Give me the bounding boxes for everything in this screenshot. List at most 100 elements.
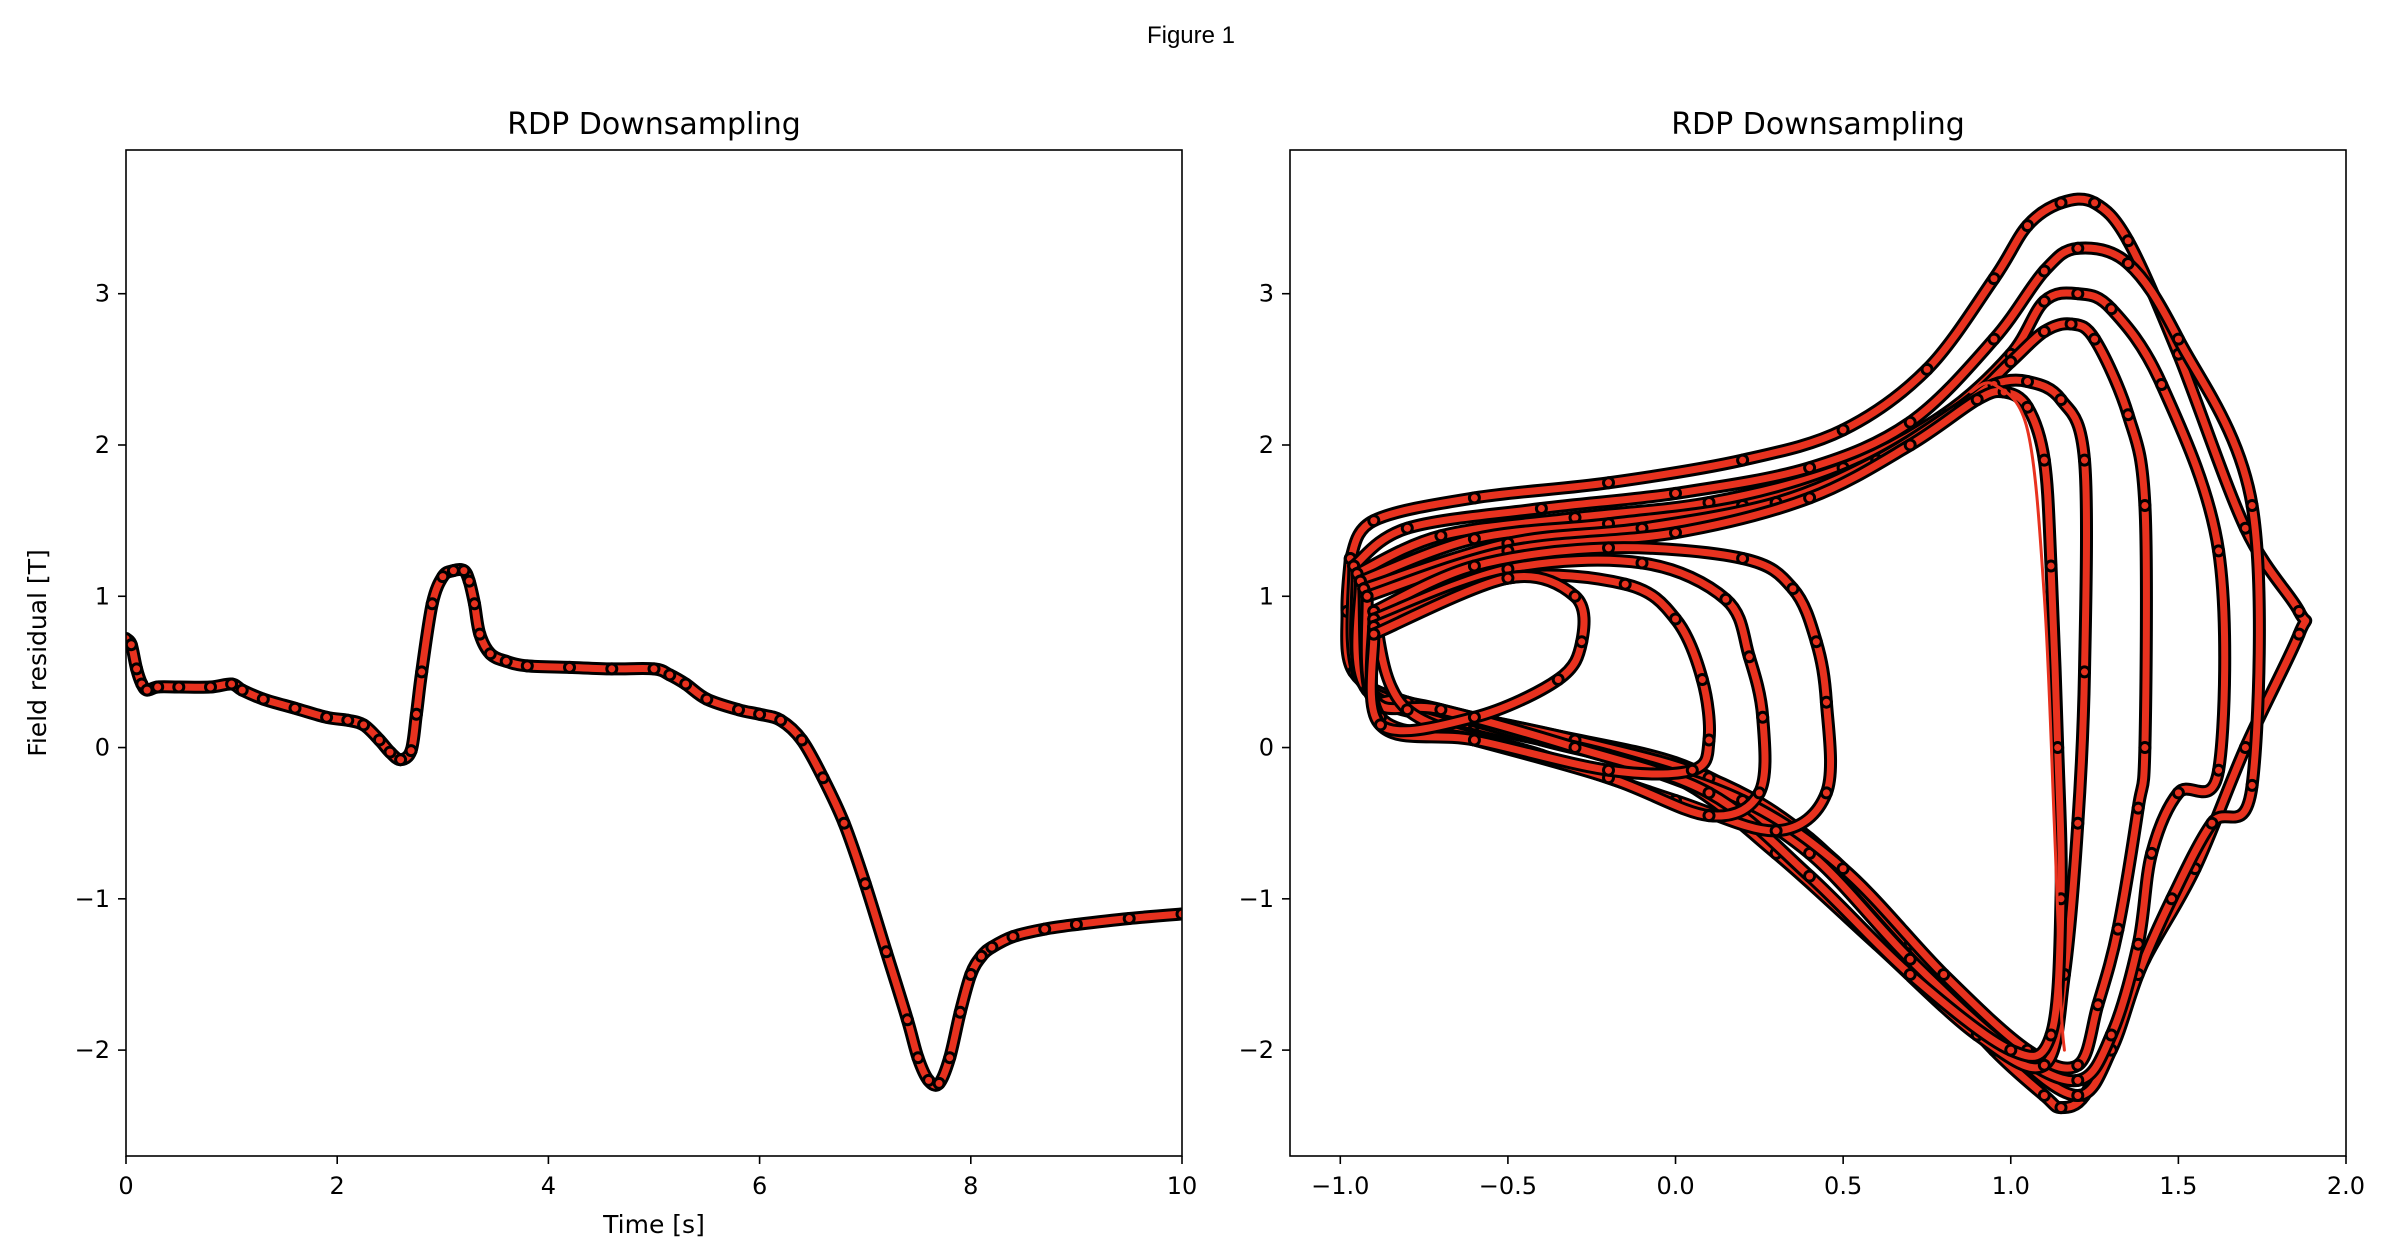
data-point-core xyxy=(2067,320,2075,328)
data-point-core xyxy=(1638,559,1646,567)
data-point-core xyxy=(2124,411,2132,419)
data-point-core xyxy=(1470,494,1478,502)
data-point-core xyxy=(412,710,420,718)
y-tick-label: 3 xyxy=(95,280,110,308)
data-point-core xyxy=(407,747,415,755)
plot-area xyxy=(126,563,1182,1092)
data-point-core xyxy=(1772,827,1780,835)
data-point-core xyxy=(1722,595,1730,603)
x-tick-label: 2.0 xyxy=(2327,1172,2365,1200)
data-point-core xyxy=(2295,607,2303,615)
left-subplot-time-series: 0 2 4 6 8 10 −2 −1 0 1 2 3 RDP Downsampling Time [s] F… xyxy=(23,107,1197,1239)
data-point-core xyxy=(291,704,299,712)
data-point-core xyxy=(2134,940,2142,948)
data-point-core xyxy=(2148,849,2156,857)
data-point-core xyxy=(903,1016,911,1024)
data-point-core xyxy=(1906,955,1914,963)
data-point-core xyxy=(143,686,151,694)
data-point-core xyxy=(1571,592,1579,600)
data-point-core xyxy=(1041,925,1049,933)
data-point-core xyxy=(946,1054,954,1062)
data-point-core xyxy=(1571,514,1579,522)
data-point-core xyxy=(2074,290,2082,298)
data-point-core xyxy=(2215,766,2223,774)
data-point-core xyxy=(925,1076,933,1084)
data-point-core xyxy=(1370,517,1378,525)
data-point-core xyxy=(1940,971,1948,978)
data-point-core xyxy=(840,819,848,827)
data-point-core xyxy=(460,567,468,575)
data-point-core xyxy=(344,716,352,724)
data-point-core xyxy=(486,650,494,658)
data-point-core xyxy=(2091,335,2099,343)
data-point-core xyxy=(2074,819,2082,827)
data-point-core xyxy=(375,736,383,744)
data-point-core xyxy=(1554,676,1562,683)
data-point-core xyxy=(2047,1031,2055,1039)
data-point-core xyxy=(2007,358,2015,366)
data-point-core xyxy=(1990,275,1998,283)
data-point-core xyxy=(1470,736,1478,744)
y-tick-label: −1 xyxy=(75,885,110,913)
data-point-core xyxy=(1789,585,1797,593)
axes-frame xyxy=(1289,149,2347,1157)
data-point-core xyxy=(1072,921,1080,928)
data-point-core xyxy=(1403,524,1411,532)
data-point-core xyxy=(2040,267,2048,275)
data-point-core xyxy=(2141,744,2149,751)
data-point-core xyxy=(1705,789,1713,797)
data-point-core xyxy=(2024,378,2031,385)
y-tick-label: 2 xyxy=(95,431,110,459)
data-point-core xyxy=(1638,524,1646,532)
data-point-core xyxy=(1806,494,1814,502)
data-point-core xyxy=(1822,698,1830,706)
data-point-core xyxy=(1839,865,1847,873)
data-point-core xyxy=(1759,713,1767,721)
data-point-core xyxy=(2174,789,2182,797)
data-point-core xyxy=(1806,849,1814,857)
data-point-core xyxy=(2024,403,2031,411)
data-point-core xyxy=(2040,1092,2048,1099)
data-point-core xyxy=(175,683,183,691)
data-point-core xyxy=(259,695,267,703)
data-point-core xyxy=(471,600,478,608)
data-point-core xyxy=(2024,222,2031,230)
data-point-core xyxy=(735,706,742,714)
data-point-core xyxy=(1178,910,1182,918)
data-point-core xyxy=(1698,676,1706,683)
data-point-core xyxy=(1672,489,1679,497)
data-point-core xyxy=(988,943,996,951)
data-point-core xyxy=(2074,244,2082,252)
plot-area xyxy=(1340,192,2313,1115)
data-point-core xyxy=(914,1054,922,1062)
x-tick-label: 4 xyxy=(541,1172,556,1200)
data-point-core xyxy=(1605,479,1612,487)
data-point-core xyxy=(465,577,473,585)
data-point-core xyxy=(2047,562,2055,570)
x-tick-label: 1.5 xyxy=(2159,1172,2197,1200)
data-point-core xyxy=(2208,819,2216,827)
data-point-core xyxy=(1839,426,1847,434)
axes-frame xyxy=(125,149,1183,1157)
subplot-title: RDP Downsampling xyxy=(507,107,801,142)
x-tick-label: 8 xyxy=(963,1172,978,1200)
data-point-core xyxy=(2215,547,2223,555)
data-point-core xyxy=(2081,668,2088,676)
data-point-core xyxy=(1688,766,1696,774)
data-point-core xyxy=(1755,789,1763,797)
data-point-core xyxy=(2091,199,2099,207)
data-point-core xyxy=(1504,574,1512,582)
data-point-core xyxy=(977,952,985,960)
x-axis-label: Time [s] xyxy=(602,1210,705,1239)
data-point-core xyxy=(2040,456,2048,464)
data-point-core xyxy=(1739,555,1747,562)
data-point-core xyxy=(703,695,711,703)
x-tick-label: 0 xyxy=(118,1172,133,1200)
data-point-core xyxy=(777,716,785,724)
data-point-core xyxy=(2295,630,2303,638)
data-point-core xyxy=(967,971,975,978)
data-point-core xyxy=(2107,1031,2115,1039)
x-tick-label: −0.5 xyxy=(1479,1172,1537,1200)
y-tick-label: −2 xyxy=(75,1036,110,1064)
